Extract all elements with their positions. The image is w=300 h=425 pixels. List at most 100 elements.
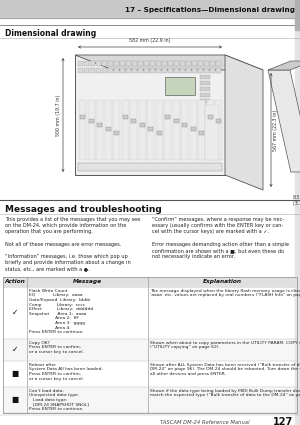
Text: TASCAM DM-24 Reference Manual: TASCAM DM-24 Reference Manual <box>160 419 250 425</box>
Bar <box>162 61 167 66</box>
Bar <box>122 115 128 119</box>
Text: not necessarily indicate an error.: not necessarily indicate an error. <box>152 254 235 259</box>
Polygon shape <box>268 61 300 70</box>
Bar <box>3 361 297 387</box>
Bar <box>147 100 154 160</box>
Text: Press ENTER to confirm,: Press ENTER to confirm, <box>29 346 81 349</box>
Text: 127: 127 <box>273 417 293 425</box>
Text: Unexpected data type.: Unexpected data type. <box>29 394 79 397</box>
Text: Message: Message <box>73 279 102 284</box>
Text: Can’t load data.: Can’t load data. <box>29 389 64 393</box>
Text: (“UTILITY copying” on page 62).: (“UTILITY copying” on page 62). <box>150 346 220 349</box>
Bar <box>114 68 119 73</box>
Bar <box>138 68 143 73</box>
Bar <box>140 123 145 127</box>
Bar <box>96 100 103 160</box>
Bar <box>174 68 179 73</box>
Text: briefly and provide information about a change in: briefly and provide information about a … <box>5 261 131 265</box>
Text: status, etc., are marked with a ●.: status, etc., are marked with a ●. <box>5 266 90 272</box>
Bar <box>192 68 197 73</box>
Bar <box>200 105 210 109</box>
Bar <box>84 61 89 66</box>
Bar <box>108 68 113 73</box>
Bar <box>126 61 131 66</box>
Text: on the DM-24, which provide information on the: on the DM-24, which provide information … <box>5 223 126 228</box>
Text: or a cursor key to cancel.: or a cursor key to cancel. <box>29 350 84 354</box>
Bar <box>216 61 221 66</box>
Bar <box>126 68 131 73</box>
Polygon shape <box>75 55 263 70</box>
Bar <box>138 61 143 66</box>
Text: 582 mm (22.9 in): 582 mm (22.9 in) <box>129 38 171 43</box>
Bar <box>192 61 197 66</box>
Bar <box>200 87 210 91</box>
Text: Area 2:  fff: Area 2: fff <box>29 316 78 320</box>
Bar <box>88 100 94 160</box>
Bar <box>157 131 161 135</box>
Text: ■: ■ <box>11 395 19 404</box>
Text: or a cursor key to cancel.: or a cursor key to cancel. <box>29 377 84 381</box>
Bar <box>180 68 185 73</box>
Bar <box>198 61 203 66</box>
Bar <box>200 93 210 97</box>
Bar <box>144 68 149 73</box>
Bar <box>130 100 137 160</box>
Text: Reboot after: Reboot after <box>29 363 56 367</box>
Text: Snapshot      Area 1:  aaaa: Snapshot Area 1: aaaa <box>29 312 86 316</box>
Bar <box>132 61 137 66</box>
Bar <box>190 127 196 131</box>
Bar <box>88 119 94 123</box>
Bar <box>75 55 225 175</box>
Bar <box>204 61 209 66</box>
Bar <box>210 68 215 73</box>
Polygon shape <box>268 70 300 172</box>
Text: Messages and troubleshooting: Messages and troubleshooting <box>5 204 162 213</box>
Bar <box>3 287 297 339</box>
Bar <box>181 100 188 160</box>
Text: DM-24” on page 96). The DM-24 should be rebooted. Turn down the volume of: DM-24” on page 96). The DM-24 should be … <box>150 367 300 371</box>
Bar <box>90 68 95 73</box>
Text: Copy OK?: Copy OK? <box>29 341 50 345</box>
Text: Gate/Expand  Library:  bbbb: Gate/Expand Library: bbbb <box>29 298 90 302</box>
Bar <box>164 100 171 160</box>
Text: Action: Action <box>4 279 26 284</box>
Text: 83 mm
(3.3 in): 83 mm (3.3 in) <box>293 195 300 206</box>
Bar <box>208 115 212 119</box>
Bar <box>155 100 163 160</box>
Bar <box>172 100 179 160</box>
Text: ■: ■ <box>11 369 19 378</box>
Bar <box>295 0 300 425</box>
Text: Not all of these messages are error messages.: Not all of these messages are error mess… <box>5 242 122 247</box>
Bar <box>210 61 215 66</box>
Text: Press ENTER to confirm,: Press ENTER to confirm, <box>29 372 81 376</box>
Text: Effect           Library:  dddddd: Effect Library: dddddd <box>29 307 93 311</box>
Bar <box>182 123 187 127</box>
Text: Error messages demanding action other than a simple: Error messages demanding action other th… <box>152 242 289 247</box>
Text: match the expected type (“Bulk transfer of data to the DM-24” on page 96).: match the expected type (“Bulk transfer … <box>150 394 300 397</box>
Bar <box>78 61 83 66</box>
Bar <box>97 123 102 127</box>
Bar <box>113 100 120 160</box>
Text: 567 mm (22.3 in): 567 mm (22.3 in) <box>273 109 278 151</box>
Text: EQ             Library:  aaaa: EQ Library: aaaa <box>29 293 82 298</box>
Bar <box>90 61 95 66</box>
Text: Shown after ALL System Data has been received (“Bulk transfer of data to the: Shown after ALL System Data has been rec… <box>150 363 300 367</box>
Bar <box>216 119 221 123</box>
Bar <box>162 68 167 73</box>
Bar <box>199 131 204 135</box>
Text: all other devices and press ENTER.: all other devices and press ENTER. <box>150 372 226 376</box>
Bar <box>96 68 101 73</box>
Bar <box>108 61 113 66</box>
Bar <box>104 100 112 160</box>
Bar <box>148 127 153 131</box>
Bar <box>0 0 300 18</box>
Bar <box>80 115 85 119</box>
Bar <box>205 105 219 160</box>
Bar <box>186 61 191 66</box>
Bar <box>198 68 203 73</box>
Bar <box>200 75 210 79</box>
Text: [DM-24 SNAPSHOT SNGL]: [DM-24 SNAPSHOT SNGL] <box>29 402 89 407</box>
Bar <box>102 68 107 73</box>
Text: Press ENTER to continue.: Press ENTER to continue. <box>29 330 84 334</box>
Bar <box>3 277 297 287</box>
